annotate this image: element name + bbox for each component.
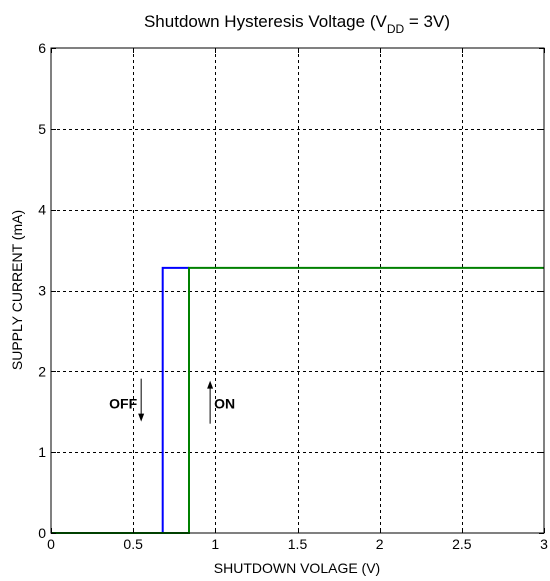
y-tick-label-0: 0 <box>38 525 46 541</box>
annotation-on-label: ON <box>214 396 235 412</box>
chart-title-tail: = 3V) <box>404 12 450 31</box>
chart-title: Shutdown Hysteresis Voltage (VDD = 3V) <box>144 12 450 36</box>
x-tick-label-1: 0.5 <box>123 536 143 552</box>
x-tick-label-6: 3 <box>540 536 548 552</box>
y-tick-labels: 0 1 2 3 4 5 6 <box>38 40 46 541</box>
y-tick-label-4: 4 <box>38 202 46 218</box>
y-tick-label-1: 1 <box>38 444 46 460</box>
x-axis-label: SHUTDOWN VOLAGE (V) <box>214 560 380 576</box>
y-tick-label-5: 5 <box>38 121 46 137</box>
y-tick-label-6: 6 <box>38 40 46 56</box>
x-tick-label-5: 2.5 <box>452 536 472 552</box>
chart-title-subscript: DD <box>387 22 405 36</box>
x-tick-label-3: 1.5 <box>288 536 308 552</box>
x-tick-label-0: 0 <box>47 536 55 552</box>
y-tick-label-3: 3 <box>38 283 46 299</box>
chart-title-main: Shutdown Hysteresis Voltage (V <box>144 12 388 31</box>
y-axis-label: SUPPLY CURRENT (mA) <box>9 210 25 370</box>
x-tick-label-4: 2 <box>376 536 384 552</box>
annotation-on-arrow-head <box>207 380 214 389</box>
grid <box>51 48 544 533</box>
annotation-off-label: OFF <box>109 396 137 412</box>
tick-marks <box>51 48 545 534</box>
x-tick-label-2: 1 <box>211 536 219 552</box>
x-tick-labels: 0 0.5 1 1.5 2 2.5 3 <box>47 536 548 552</box>
y-tick-label-2: 2 <box>38 363 46 379</box>
annotation-off-arrow-head <box>138 413 145 422</box>
plot-frame <box>50 47 545 534</box>
annotations: OFF ON <box>109 378 235 424</box>
